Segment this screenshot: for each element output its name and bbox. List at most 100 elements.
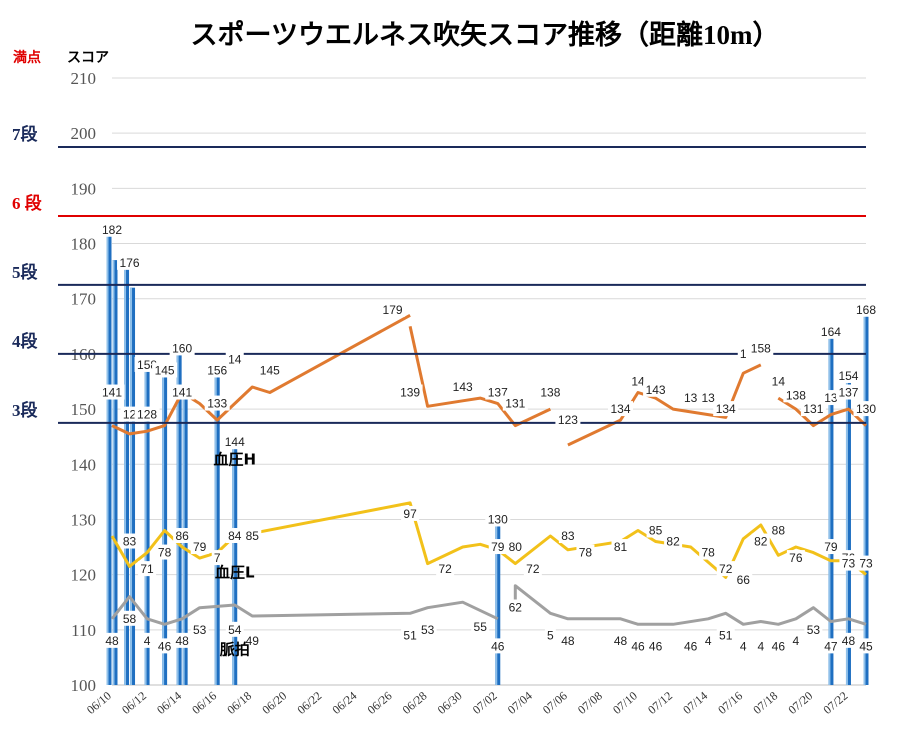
data-label: 51	[719, 628, 733, 642]
data-label: 4	[705, 634, 712, 648]
data-label: 182	[102, 223, 122, 237]
data-label-bg	[818, 323, 844, 339]
data-label-bg	[835, 367, 861, 383]
data-label-bg	[853, 401, 879, 417]
data-label: 45	[859, 639, 873, 653]
data-label-bg	[804, 621, 823, 637]
data-label-bg	[839, 632, 858, 648]
score-bar	[214, 375, 220, 685]
data-label-bg	[737, 638, 749, 654]
data-label: 137	[838, 386, 858, 400]
data-label: 4	[793, 634, 800, 648]
data-label-bg	[611, 539, 630, 555]
data-label-bg	[225, 528, 244, 544]
data-label: 46	[631, 639, 645, 653]
data-label: 160	[172, 341, 192, 355]
x-tick-label: 07/10	[610, 689, 640, 717]
data-label: 5	[547, 628, 554, 642]
y-tick-label: 130	[71, 510, 97, 529]
data-label: 154	[838, 369, 858, 383]
data-label-bg	[225, 621, 244, 637]
data-label-bg	[702, 632, 714, 648]
data-label-bg	[646, 638, 665, 654]
data-label: 143	[453, 380, 473, 394]
data-label: 48	[614, 634, 628, 648]
score-bar-highlight	[214, 375, 217, 685]
data-label: 53	[193, 623, 207, 637]
score-bars	[106, 232, 869, 685]
data-label-bg	[734, 572, 753, 588]
data-label-bg	[117, 254, 143, 270]
data-label: 47	[824, 639, 838, 653]
data-label-bg	[211, 550, 223, 566]
data-label: 134	[716, 402, 736, 416]
data-label: 78	[158, 546, 172, 560]
data-label-bg	[835, 384, 861, 400]
data-label-bg	[800, 401, 826, 417]
data-label: 134	[610, 402, 630, 416]
data-label: 83	[123, 535, 137, 549]
data-label: 85	[649, 523, 663, 537]
data-label: 78	[702, 546, 716, 560]
data-label-bg	[141, 632, 153, 648]
data-label-bg	[821, 539, 840, 555]
data-label: 48	[105, 634, 119, 648]
data-label-bg	[225, 351, 244, 367]
data-label-bg	[537, 384, 563, 400]
data-label: 130	[856, 402, 876, 416]
data-label-bg	[755, 638, 767, 654]
score-bar-highlight	[162, 370, 165, 685]
data-label: 46	[684, 639, 698, 653]
x-tick-label: 07/02	[470, 689, 500, 717]
data-label: 145	[260, 363, 280, 377]
x-tick-label: 07/20	[785, 689, 815, 717]
data-label: 7	[214, 551, 221, 565]
data-label-bg	[485, 511, 511, 527]
data-label-bg	[401, 505, 420, 521]
data-label-bg	[173, 632, 192, 648]
score-bar	[124, 265, 130, 685]
data-label: 88	[772, 523, 786, 537]
data-label: 179	[383, 303, 403, 317]
data-label: 81	[614, 540, 628, 554]
full-score-header: 満点	[13, 49, 41, 66]
data-label-bg	[204, 362, 230, 378]
data-label: 1	[740, 347, 747, 361]
data-label-bg	[222, 434, 248, 450]
data-label: 158	[751, 341, 771, 355]
data-label: 141	[102, 386, 122, 400]
series-annotation: 血圧L	[215, 563, 255, 581]
data-label-bg	[558, 528, 577, 544]
score-bar	[176, 353, 182, 685]
data-label-bg	[134, 406, 160, 422]
y-tick-label: 100	[71, 676, 97, 695]
x-tick-label: 07/08	[575, 689, 605, 717]
data-label-bg	[769, 522, 788, 538]
rank-label: 5段	[12, 262, 38, 282]
data-label: 176	[120, 256, 140, 270]
score-bar	[112, 260, 118, 685]
data-label: 168	[856, 303, 876, 317]
data-label-bg	[681, 638, 700, 654]
data-label: 14	[631, 375, 645, 389]
data-label: 4	[757, 639, 764, 653]
data-label-bg	[699, 544, 718, 560]
score-bar-highlight	[144, 364, 147, 685]
x-tick-label: 07/14	[680, 689, 710, 717]
y-tick-label: 150	[71, 400, 97, 419]
data-label: 131	[803, 402, 823, 416]
data-label: 144	[225, 435, 245, 449]
data-label-bg	[152, 362, 178, 378]
score-bar	[144, 364, 150, 685]
data-label-bg	[204, 395, 230, 411]
data-label-bg	[506, 599, 525, 615]
x-tick-label: 07/22	[820, 689, 850, 717]
x-tick-label: 07/16	[715, 689, 745, 717]
data-label: 53	[421, 623, 435, 637]
score-bar-highlight	[863, 309, 866, 685]
data-label: 49	[246, 634, 260, 648]
data-label-bg	[629, 373, 648, 389]
data-label-bg	[190, 621, 209, 637]
data-label-bg	[748, 340, 774, 356]
series-line	[110, 595, 499, 626]
